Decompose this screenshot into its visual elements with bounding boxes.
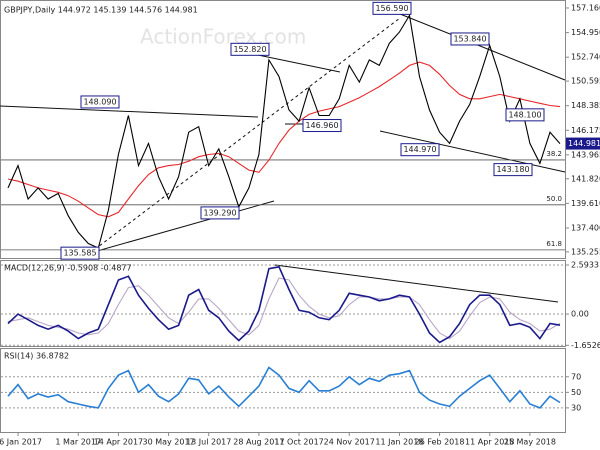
price-label-box	[230, 42, 270, 56]
y-tick-label: 143.965	[571, 150, 600, 159]
x-tick-label: 13 Jul 2017	[186, 438, 231, 447]
series-line	[7, 265, 561, 344]
y-tick-label: 139.610	[571, 199, 600, 208]
y-tick-label: 30	[571, 403, 581, 412]
trend-line	[0, 105, 259, 118]
y-tick-label: 146.175	[571, 126, 600, 135]
panel-title: MACD(12,26,9) -0.5908 -0.4877	[4, 264, 132, 273]
price-label: 146.960	[305, 121, 338, 130]
trend-lines	[0, 13, 566, 303]
trend-line	[399, 13, 566, 81]
x-tick-label: 1 Mar 2017	[55, 438, 101, 447]
series-line	[7, 61, 561, 218]
macd-panel	[0, 260, 566, 347]
y-tick-label: 152.740	[571, 53, 600, 62]
last-price: 144.981	[568, 139, 600, 148]
y-tick-label: 0.00	[571, 310, 589, 319]
x-tick-label: 14 Apr 2017	[94, 438, 143, 447]
price-label-box	[200, 206, 240, 220]
series-line	[7, 13, 561, 249]
price-label: 152.820	[233, 45, 266, 54]
x-tick-label: 11 Apr 2018	[465, 438, 514, 447]
price-label: 156.590	[375, 4, 408, 13]
price-label: 135.585	[63, 249, 96, 258]
y-tick-label: 148.385	[571, 101, 600, 110]
y-tick-label: 154.950	[571, 28, 600, 37]
price-label: 144.970	[403, 145, 436, 154]
y-tick-label: -1.6526	[571, 341, 600, 350]
series-line	[7, 366, 561, 409]
price-label: 143.180	[496, 165, 529, 174]
panel-title: GBPJPY,Daily 144.972 145.139 144.576 144…	[4, 6, 198, 15]
x-tick-label: 11 Jan 2018	[375, 438, 423, 447]
fib-label: 38.2	[546, 150, 562, 158]
y-tick-label: 157.160	[571, 4, 600, 13]
price-label: 153.840	[453, 34, 486, 43]
last-price-box	[566, 137, 600, 150]
price-label-box	[450, 32, 490, 46]
x-tick-label: 28 Aug 2017	[233, 438, 284, 447]
x-tick-label: 16 Jan 2017	[0, 438, 42, 447]
price-label-box	[80, 95, 120, 109]
x-tick-label: 30 May 2017	[142, 438, 194, 447]
y-tick-label: 50	[571, 388, 581, 397]
price-label-box	[400, 143, 440, 157]
x-tick-label: 25 May 2018	[504, 438, 556, 447]
y-tick-label: 70	[571, 372, 581, 381]
price-panel	[0, 0, 566, 259]
x-tick-label: 11 Oct 2017	[274, 438, 323, 447]
y-tick-label: 137.400	[571, 223, 600, 232]
price-label: 148.090	[83, 97, 116, 106]
fib-label: 50.0	[546, 195, 562, 203]
rsi-panel	[0, 348, 566, 433]
y-tick-label: 2.5933	[571, 261, 599, 270]
watermark: ActionForex.com	[140, 25, 306, 49]
y-tick-label: 150.595	[571, 77, 600, 86]
price-label: 148.100	[508, 110, 541, 119]
x-tick-label: 24 Nov 2017	[324, 438, 375, 447]
trend-line	[274, 264, 559, 303]
price-label-box	[302, 119, 342, 133]
y-tick-label: 141.820	[571, 174, 600, 183]
x-tick-label: 26 Feb 2018	[415, 438, 465, 447]
price-label-box	[372, 1, 412, 15]
price-label-box	[505, 108, 545, 122]
panel-title: RSI(14) 36.8782	[4, 352, 69, 361]
trend-line	[257, 54, 341, 73]
price-label-box	[493, 163, 533, 177]
y-tick-label: 135.255	[571, 247, 600, 256]
fib-label: 61.8	[546, 240, 562, 248]
price-label: 139.290	[203, 208, 236, 217]
price-label-box	[60, 246, 100, 260]
trend-line	[379, 130, 566, 173]
trend-line	[89, 200, 275, 254]
series-line	[7, 277, 561, 340]
trend-line	[89, 17, 401, 254]
